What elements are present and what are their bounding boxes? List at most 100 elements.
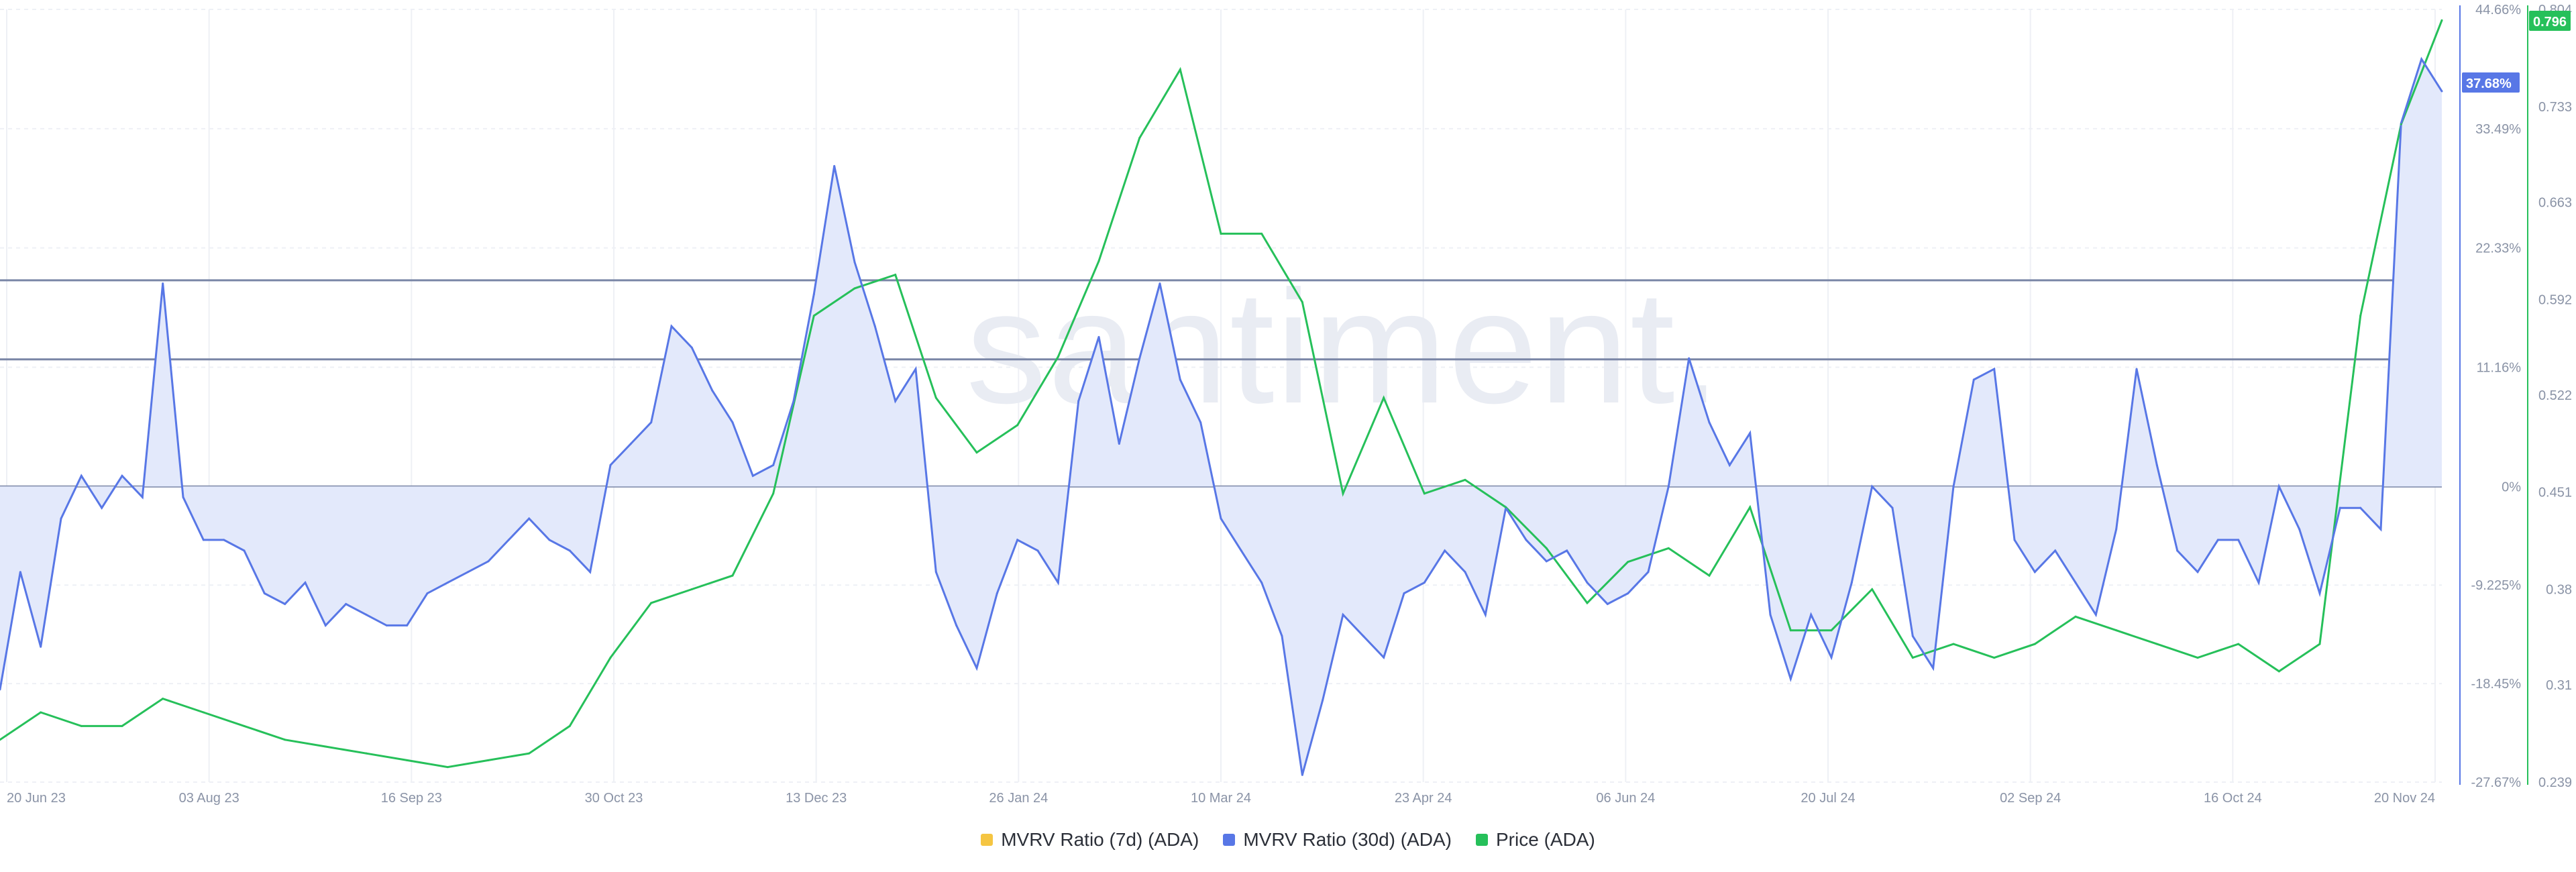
mvrv-point: [2379, 528, 2382, 531]
mvrv-point: [467, 571, 470, 574]
price-tick-label: 0.663: [2538, 195, 2572, 210]
price-tick-label: 0.451: [2538, 486, 2572, 500]
mvrv-point: [1952, 485, 1955, 488]
mvrv-point: [2176, 549, 2179, 552]
mvrv-point: [853, 261, 856, 264]
price-point: [1138, 137, 1141, 140]
mvrv-point: [263, 592, 266, 595]
mvrv-point: [792, 400, 795, 402]
mvrv-tick-label: 0%: [2502, 480, 2521, 494]
price-tick-label: 0.239: [2538, 775, 2572, 790]
x-tick-label: 13 Dec 23: [786, 791, 847, 806]
price-point: [853, 287, 856, 290]
price-point: [2277, 670, 2280, 673]
price-point: [0, 739, 1, 741]
x-tick-label: 02 Sep 24: [2000, 791, 2061, 806]
price-point: [894, 274, 897, 276]
mvrv-point: [243, 549, 246, 552]
legend-label-mvrv-7d: MVRV Ratio (7d) (ADA): [1001, 829, 1199, 850]
mvrv-point: [121, 474, 123, 477]
price-point: [243, 724, 246, 727]
mvrv-point: [1545, 560, 1548, 563]
mvrv-point: [2074, 582, 2077, 584]
price-point: [202, 711, 205, 714]
mvrv-point: [1830, 656, 1833, 659]
mvrv-point: [1240, 549, 1242, 552]
mvrv-point: [833, 164, 836, 167]
mvrv-point: [1383, 656, 1385, 659]
x-tick-label: 23 Apr 24: [1395, 791, 1452, 806]
price-point: [1057, 356, 1059, 358]
mvrv-point: [1891, 506, 1894, 509]
data-points: [0, 19, 2443, 776]
price-point: [162, 698, 164, 700]
price-point: [2440, 19, 2443, 21]
mvrv-point: [1260, 582, 1263, 584]
price-point: [2033, 643, 2036, 645]
legend-item-mvrv-30d[interactable]: MVRV Ratio (30d) (ADA): [1223, 829, 1452, 851]
mvrv-point: [528, 517, 531, 520]
price-point: [1789, 629, 1792, 632]
price-point: [2115, 629, 2118, 632]
mvrv-point: [101, 506, 103, 509]
price-point: [1016, 424, 1019, 427]
mvrv-point: [1911, 635, 1914, 637]
price-current-value: 0.796: [2533, 15, 2567, 30]
mvrv-point: [223, 539, 225, 541]
price-point: [2155, 643, 2158, 645]
mvrv-point: [670, 325, 673, 327]
price-tick-label: 0.733: [2538, 100, 2572, 115]
legend-item-price[interactable]: Price (ADA): [1476, 829, 1595, 851]
mvrv-point: [1097, 335, 1100, 338]
mvrv-point: [304, 582, 307, 584]
price-point: [2237, 643, 2240, 645]
mvrv-point: [731, 421, 734, 424]
price-point: [121, 724, 123, 727]
mvrv-point: [1932, 667, 1935, 669]
price-point: [2400, 123, 2402, 125]
price-point: [324, 745, 327, 748]
mvrv-point: [894, 400, 897, 402]
x-tick-label: 20 Nov 24: [2374, 791, 2435, 806]
price-point: [1952, 643, 1955, 645]
mvrv-point: [1566, 549, 1568, 552]
mvrv-point: [812, 293, 815, 296]
price-point: [406, 759, 409, 761]
price-point: [1749, 506, 1752, 508]
mvrv-point: [2196, 571, 2199, 574]
mvrv-point: [2013, 539, 2016, 541]
x-tick-label: 26 Jan 24: [989, 791, 1048, 806]
x-tick-label: 20 Jun 23: [7, 791, 66, 806]
mvrv-point: [914, 368, 917, 370]
mvrv-point: [141, 496, 144, 498]
mvrv-point: [1159, 282, 1161, 285]
mvrv-point: [1138, 357, 1141, 360]
price-point: [1342, 492, 1344, 495]
price-point: [365, 752, 368, 755]
price-point: [1464, 478, 1466, 481]
mvrv-point: [1179, 378, 1181, 381]
mvrv-point: [1199, 421, 1202, 424]
mvrv-point: [426, 592, 429, 595]
mvrv-point: [934, 571, 937, 574]
mvrv-point: [1484, 613, 1487, 616]
mvrv-point: [202, 539, 205, 541]
price-point: [975, 451, 978, 454]
mvrv-point: [2155, 464, 2158, 466]
mvrv-point: [182, 496, 184, 498]
mvrv-point: [60, 517, 62, 520]
mvrv-point: [1403, 592, 1405, 595]
mvrv-tick-label: -27.67%: [2471, 775, 2522, 790]
price-current-badge: 0.796: [2529, 11, 2571, 31]
x-tick-label: 06 Jun 24: [1596, 791, 1655, 806]
legend-item-mvrv-7d[interactable]: MVRV Ratio (7d) (ADA): [981, 829, 1199, 851]
price-axis-ticks: 0.8040.7330.6630.5920.5220.4510.380.310.…: [2538, 3, 2572, 790]
mvrv-point: [1810, 613, 1813, 616]
legend-swatch-price: [1476, 834, 1488, 846]
mvrv-tick-label: -9.225%: [2471, 578, 2522, 593]
price-point: [2196, 656, 2199, 659]
mvrv-point: [1972, 378, 1975, 381]
mvrv-point: [1749, 432, 1752, 435]
mvrv-point: [1769, 613, 1772, 616]
mvrv-point: [2135, 368, 2138, 370]
